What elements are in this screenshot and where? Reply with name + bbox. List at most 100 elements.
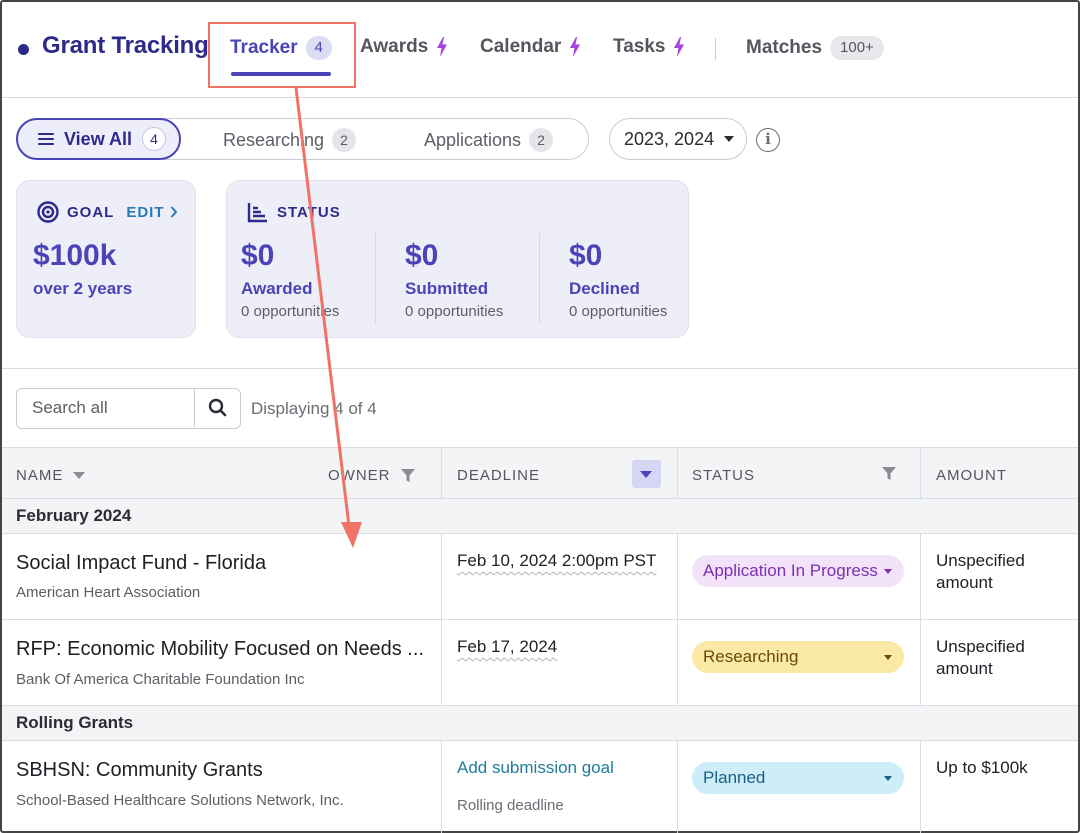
status-divider xyxy=(375,233,376,323)
researching-filter-button[interactable]: Researching 2 xyxy=(223,128,357,152)
table-row[interactable]: RFP: Economic Mobility Focused on Needs … xyxy=(2,620,1078,706)
status-value: Planned xyxy=(703,768,766,787)
amount-column-header[interactable]: AMOUNT xyxy=(936,467,1007,484)
tab-matches[interactable]: Matches 100+ xyxy=(746,36,884,60)
active-tab-underline xyxy=(231,72,331,76)
annotation-highlight-box xyxy=(208,22,356,88)
lightning-bolt-icon xyxy=(437,37,448,57)
grant-deadline[interactable]: Feb 10, 2024 2:00pm PST xyxy=(457,551,657,570)
year-select[interactable]: 2023, 2024 xyxy=(609,118,747,160)
column-divider xyxy=(441,741,442,833)
goal-heading: GOAL xyxy=(67,203,115,221)
researching-label: Researching xyxy=(223,129,325,150)
chevron-down-icon xyxy=(724,136,735,142)
tab-tasks[interactable]: Tasks xyxy=(613,36,685,58)
result-count: Displaying 4 of 4 xyxy=(251,399,377,418)
search-box xyxy=(16,388,241,429)
list-menu-icon xyxy=(38,132,54,146)
deadline-sort-button[interactable] xyxy=(632,460,661,488)
status-heading: STATUS xyxy=(277,203,341,221)
tab-matches-count: 100+ xyxy=(830,36,884,60)
view-all-button[interactable]: View All 4 xyxy=(16,118,181,160)
goal-period: over 2 years xyxy=(33,279,133,298)
add-submission-goal-link[interactable]: Add submission goal xyxy=(457,758,614,777)
tab-calendar-label: Calendar xyxy=(480,36,562,57)
tab-calendar[interactable]: Calendar xyxy=(480,36,581,58)
status-value: Researching xyxy=(703,647,799,666)
tab-awards-label: Awards xyxy=(360,36,429,57)
status-dropdown[interactable]: Application In Progress xyxy=(692,555,904,587)
goal-card-header: GOAL EDIT xyxy=(37,201,178,223)
top-header: Grant Tracking Tracker 4 Awards Calendar… xyxy=(2,2,1078,98)
grant-organization: School-Based Healthcare Solutions Networ… xyxy=(16,792,344,809)
search-button[interactable] xyxy=(194,389,240,427)
column-divider xyxy=(920,741,921,833)
column-divider xyxy=(677,534,678,706)
tab-tracker[interactable]: Tracker 4 xyxy=(230,36,332,60)
grant-organization: American Heart Association xyxy=(16,584,201,601)
column-divider xyxy=(677,447,678,499)
researching-count: 2 xyxy=(332,128,357,152)
sort-down-icon xyxy=(73,472,86,479)
goal-edit-link[interactable]: EDIT xyxy=(126,204,178,221)
status-value: Application In Progress xyxy=(703,561,878,580)
goal-card: GOAL EDIT $100k over 2 years xyxy=(16,180,196,338)
search-icon xyxy=(208,398,227,417)
table-header: NAME OWNER DEADLINE STATUS AMOUNT xyxy=(2,447,1078,499)
table-row[interactable]: SBHSN: Community Grants School-Based Hea… xyxy=(2,741,1078,833)
submitted-amount: $0 xyxy=(405,239,439,272)
goal-amount: $100k xyxy=(33,239,117,272)
applications-count: 2 xyxy=(529,128,554,152)
name-column-header[interactable]: NAME xyxy=(16,467,86,484)
sort-down-icon xyxy=(640,471,652,478)
filter-funnel-icon[interactable] xyxy=(882,467,896,481)
target-icon xyxy=(37,201,59,223)
tab-tracker-label: Tracker xyxy=(230,37,298,58)
tab-tracker-count: 4 xyxy=(305,36,332,60)
status-dropdown[interactable]: Researching xyxy=(692,641,904,673)
table-row[interactable]: Social Impact Fund - Florida American He… xyxy=(2,534,1078,620)
grant-organization: Bank Of America Charitable Foundation In… xyxy=(16,671,305,688)
grant-amount: Unspecified amount xyxy=(936,551,1025,592)
status-dropdown[interactable]: Planned xyxy=(692,762,904,794)
nav-separator xyxy=(715,38,716,60)
awarded-amount: $0 xyxy=(241,239,275,272)
awarded-label: Awarded xyxy=(241,279,313,298)
grant-deadline[interactable]: Feb 17, 2024 xyxy=(457,637,558,656)
tab-tasks-label: Tasks xyxy=(613,36,666,57)
grant-name[interactable]: SBHSN: Community Grants xyxy=(16,759,263,781)
declined-label: Declined xyxy=(569,279,640,298)
status-divider xyxy=(539,233,540,323)
owner-column-header[interactable]: OWNER xyxy=(328,467,415,484)
column-divider xyxy=(920,534,921,706)
status-card-header: STATUS xyxy=(247,201,341,223)
info-icon[interactable]: i xyxy=(756,128,780,152)
declined-note: 0 opportunities xyxy=(569,303,668,320)
chevron-down-icon xyxy=(883,568,892,574)
declined-amount: $0 xyxy=(569,239,603,272)
bar-chart-icon xyxy=(247,203,267,223)
grant-name[interactable]: Social Impact Fund - Florida xyxy=(16,552,267,574)
group-row-february-2024: February 2024 xyxy=(2,499,1078,534)
tab-awards[interactable]: Awards xyxy=(360,36,448,58)
lightning-bolt-icon xyxy=(674,37,685,57)
year-select-value: 2023, 2024 xyxy=(624,128,715,149)
group-row-rolling-grants: Rolling Grants xyxy=(2,706,1078,741)
view-filter-segmented: View All 4 Researching 2 Applications 2 xyxy=(16,118,589,160)
column-divider xyxy=(441,534,442,706)
applications-filter-button[interactable]: Applications 2 xyxy=(424,128,554,152)
submitted-label: Submitted xyxy=(405,279,489,298)
column-divider xyxy=(677,741,678,833)
search-input[interactable] xyxy=(17,389,194,427)
brand-dot-icon xyxy=(18,44,29,55)
grant-name[interactable]: RFP: Economic Mobility Focused on Needs … xyxy=(16,638,424,660)
column-divider xyxy=(920,447,921,499)
section-divider xyxy=(2,368,1078,369)
deadline-column-header[interactable]: DEADLINE xyxy=(457,467,541,484)
filter-funnel-icon[interactable] xyxy=(400,468,415,483)
view-all-label: View All xyxy=(64,128,133,149)
status-column-header[interactable]: STATUS xyxy=(692,467,755,484)
chevron-down-icon xyxy=(884,775,892,781)
grant-amount: Unspecified amount xyxy=(936,637,1025,678)
